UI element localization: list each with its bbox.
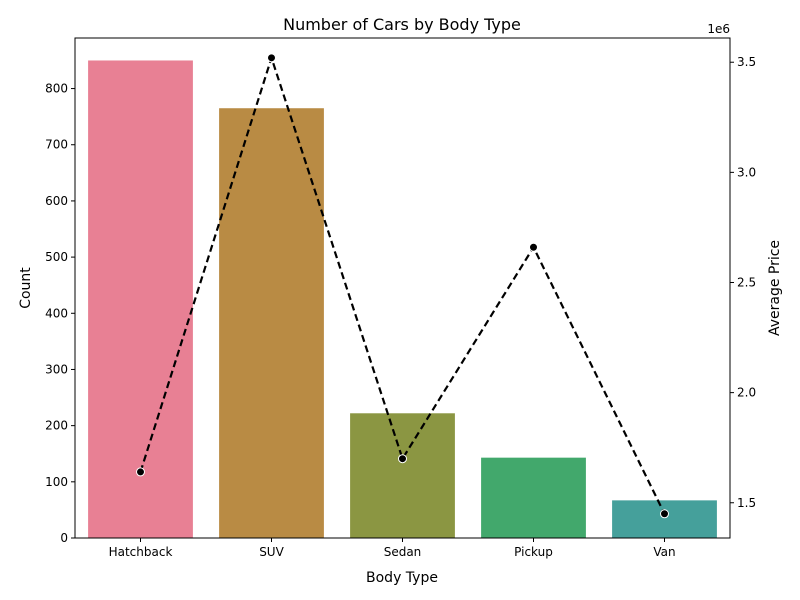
price-point-van bbox=[660, 509, 669, 519]
bars-layer bbox=[88, 60, 717, 538]
y-tick-label: 700 bbox=[45, 138, 68, 152]
y2-offset-label: 1e6 bbox=[707, 22, 730, 36]
y-axis-label: Count bbox=[18, 267, 34, 309]
y2-tick-label: 3.5 bbox=[737, 55, 756, 69]
price-point-suv bbox=[267, 53, 276, 63]
bar-van bbox=[612, 500, 717, 538]
y2-tick-label: 1.5 bbox=[737, 496, 756, 510]
price-point-pickup bbox=[529, 242, 538, 252]
y-tick-label: 400 bbox=[45, 306, 68, 320]
y-tick-label: 500 bbox=[45, 250, 68, 264]
bar-hatchback bbox=[88, 60, 193, 538]
y-tick-label: 0 bbox=[60, 531, 68, 545]
chart-title: Number of Cars by Body Type bbox=[283, 15, 521, 34]
x-tick-label: Hatchback bbox=[109, 545, 173, 559]
y-tick-label: 100 bbox=[45, 475, 68, 489]
bar-sedan bbox=[350, 413, 455, 538]
y-tick-label: 800 bbox=[45, 82, 68, 96]
y2-tick-label: 2.0 bbox=[737, 386, 756, 400]
average-price-line bbox=[139, 54, 666, 515]
y2-tick-label: 2.5 bbox=[737, 275, 756, 289]
axes-layer: 0 100 200 300 400 500 600 700 800 1.5 2.0 2.5 3.0 3.5… bbox=[45, 37, 756, 559]
bar-suv bbox=[219, 108, 324, 538]
y-tick-label: 300 bbox=[45, 362, 68, 376]
y-tick-label: 600 bbox=[45, 194, 68, 208]
x-tick-label: Pickup bbox=[514, 545, 553, 559]
y2-axis-label: Average Price bbox=[767, 240, 783, 336]
line-layer bbox=[136, 53, 669, 519]
y2-tick-label: 3.0 bbox=[737, 165, 756, 179]
x-tick-label: SUV bbox=[259, 545, 284, 559]
x-axis-label: Body Type bbox=[366, 570, 438, 586]
x-tick-label: Van bbox=[653, 545, 675, 559]
price-point-hatchback bbox=[136, 467, 145, 477]
x-tick-label: Sedan bbox=[384, 545, 422, 559]
y-tick-label: 200 bbox=[45, 419, 68, 433]
price-point-sedan bbox=[398, 454, 407, 464]
bar-pickup bbox=[481, 457, 586, 538]
